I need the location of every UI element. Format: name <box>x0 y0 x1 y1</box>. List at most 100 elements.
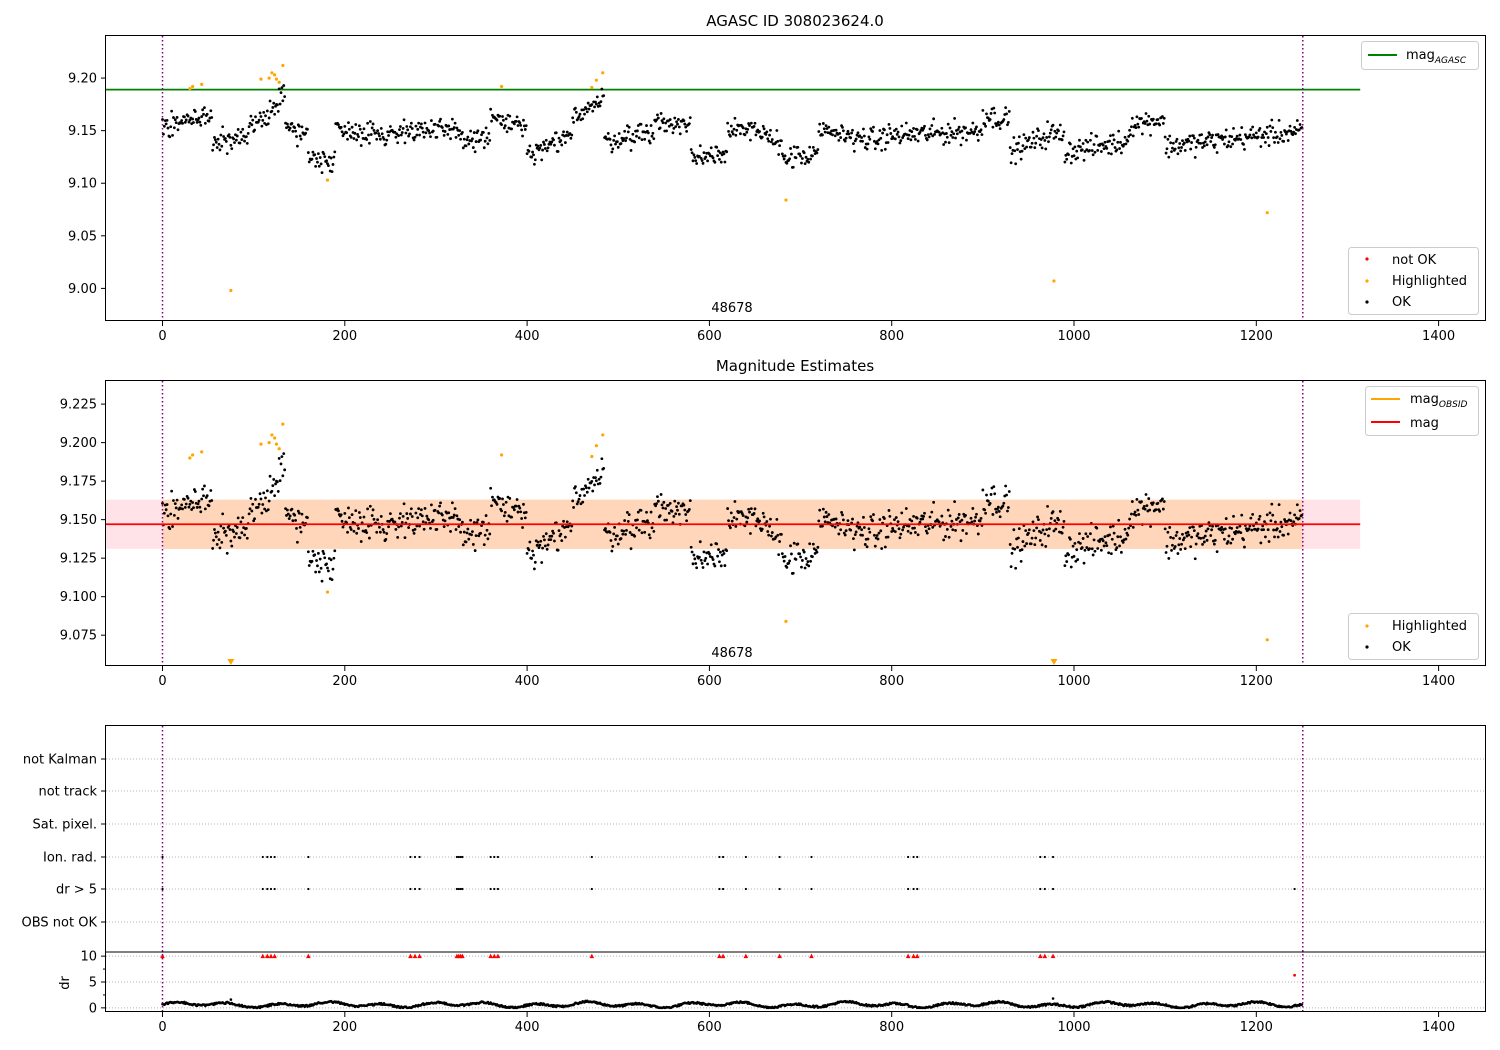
ok-point <box>1239 138 1243 141</box>
ok-point <box>290 507 294 511</box>
flag-point <box>1051 887 1055 891</box>
y-tick-label: 9.100 <box>60 590 97 605</box>
ok-point <box>569 136 573 140</box>
ok-point <box>1142 504 1146 508</box>
ok-point <box>683 508 687 512</box>
highlighted-point <box>325 178 330 182</box>
ok-point <box>471 146 475 149</box>
ok-point <box>655 118 658 122</box>
ok-point <box>861 139 864 143</box>
x-tick-label: 1000 <box>1057 1020 1090 1035</box>
ok-point <box>372 129 376 132</box>
ok-point <box>959 539 963 543</box>
ok-point <box>481 520 485 524</box>
ok-point <box>1135 497 1139 501</box>
ok-point <box>417 507 421 511</box>
ok-point <box>322 552 326 556</box>
ok-point <box>633 534 637 538</box>
ok-point <box>1025 542 1029 545</box>
ok-point <box>533 560 537 564</box>
flag-point <box>810 855 813 859</box>
ok-point <box>749 532 752 535</box>
ok-point <box>215 146 219 149</box>
dr-axis-label: dr <box>58 976 73 990</box>
ok-point <box>1257 517 1261 521</box>
ok-point <box>200 497 204 501</box>
ok-point <box>1275 527 1279 531</box>
ok-point <box>1081 142 1085 145</box>
ok-point <box>889 132 893 135</box>
ok-point <box>1274 130 1277 134</box>
ok-point <box>224 140 228 143</box>
ok-point <box>574 485 577 489</box>
ok-point <box>907 524 911 528</box>
ok-point <box>656 495 659 499</box>
ok-point <box>235 526 239 529</box>
ok-point <box>979 128 983 132</box>
ok-point <box>946 122 950 126</box>
ok-point <box>268 99 272 103</box>
ok-point <box>1107 551 1111 555</box>
ok-point <box>852 548 856 552</box>
ok-point <box>385 532 389 535</box>
ok-point <box>622 529 626 533</box>
ok-point <box>926 133 930 137</box>
ok-point <box>1275 135 1279 139</box>
ok-point <box>791 571 795 575</box>
ok-point <box>973 519 977 523</box>
ok-point <box>174 506 178 510</box>
ok-point <box>442 525 446 529</box>
ok-point <box>1067 553 1070 557</box>
ok-point <box>854 530 858 534</box>
highlighted-point <box>267 76 271 80</box>
ok-point <box>688 116 692 120</box>
ok-point <box>821 133 824 137</box>
ok-point <box>1223 527 1227 531</box>
ok-point <box>981 488 985 492</box>
magnitude-obsid-label: 48678 <box>711 646 752 661</box>
ok-point <box>540 561 544 564</box>
x-tick-label: 800 <box>879 329 904 344</box>
ok-point <box>699 558 703 562</box>
ok-point <box>488 139 492 142</box>
ok-point <box>538 146 542 150</box>
dr-clipped-marker <box>1037 953 1043 959</box>
ok-point <box>319 162 323 166</box>
ok-point <box>900 511 904 515</box>
ok-point <box>808 542 812 546</box>
ok-point <box>818 508 822 512</box>
ok-point <box>678 132 682 136</box>
ok-point <box>867 527 871 531</box>
ok-point <box>472 521 476 524</box>
ok-point <box>778 144 781 147</box>
ok-point <box>1158 509 1162 513</box>
ok-point <box>543 538 546 542</box>
ok-point <box>1235 526 1239 530</box>
ok-point <box>672 514 676 518</box>
ok-point <box>1047 534 1050 538</box>
ok-point <box>316 551 320 555</box>
ok-point <box>1239 531 1243 535</box>
ok-point <box>611 545 615 548</box>
ok-point <box>481 131 485 134</box>
ok-point <box>647 533 651 537</box>
ok-point <box>512 506 515 510</box>
ok-point <box>340 519 344 523</box>
ok-point <box>378 137 382 141</box>
ok-point <box>660 503 664 507</box>
ok-point <box>916 139 920 143</box>
highlighted-point <box>188 86 192 91</box>
x-tick-label: 800 <box>879 674 904 689</box>
ok-point <box>659 493 663 496</box>
ok-point <box>332 556 336 560</box>
dr-outlier-point <box>1293 973 1296 977</box>
ok-point <box>1024 136 1028 140</box>
ok-point <box>1143 507 1147 511</box>
ok-point <box>422 135 426 139</box>
ok-point <box>703 559 707 562</box>
ok-point <box>1071 147 1075 151</box>
ok-point <box>427 518 431 522</box>
ok-point <box>1004 106 1008 110</box>
ok-point <box>257 502 261 506</box>
ok-point <box>495 502 499 506</box>
